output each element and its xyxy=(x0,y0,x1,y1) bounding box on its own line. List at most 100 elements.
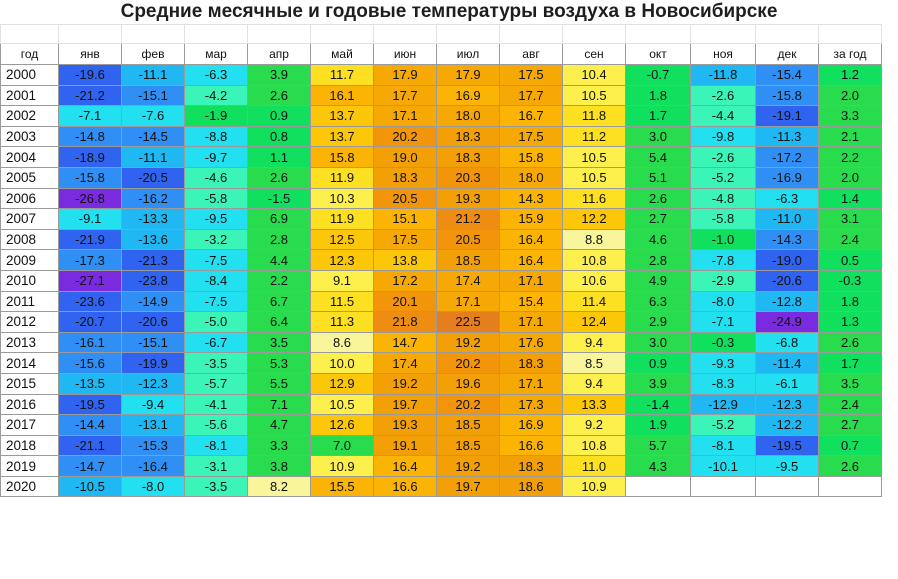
temperature-cell[interactable]: 5.3 xyxy=(247,352,311,374)
temperature-cell[interactable]: 6.3 xyxy=(625,290,691,313)
temperature-cell[interactable]: -6.3 xyxy=(755,187,819,210)
temperature-cell[interactable]: 2.6 xyxy=(818,331,882,354)
temperature-cell[interactable]: 17.9 xyxy=(436,64,500,86)
temperature-cell[interactable]: -8.8 xyxy=(184,125,248,148)
temperature-cell[interactable]: 13.3 xyxy=(562,393,626,416)
temperature-cell[interactable]: -14.3 xyxy=(755,228,819,251)
temperature-cell[interactable]: 18.6 xyxy=(499,475,563,498)
temperature-cell[interactable]: 14.3 xyxy=(499,187,563,210)
temperature-cell[interactable]: 18.0 xyxy=(436,105,500,127)
year-cell[interactable]: 2004 xyxy=(0,146,59,168)
temperature-cell[interactable]: -1.5 xyxy=(247,187,311,210)
temperature-cell[interactable]: 2.2 xyxy=(818,146,882,168)
temperature-cell[interactable]: 3.9 xyxy=(625,372,691,395)
temperature-cell[interactable]: 12.9 xyxy=(310,372,374,395)
column-header[interactable]: фев xyxy=(121,43,185,65)
temperature-cell[interactable]: 8.8 xyxy=(562,228,626,251)
year-cell[interactable]: 2018 xyxy=(0,434,59,457)
temperature-cell[interactable]: -8.0 xyxy=(690,290,756,313)
temperature-cell[interactable]: 20.2 xyxy=(373,125,437,148)
temperature-cell[interactable]: -19.9 xyxy=(121,352,185,374)
temperature-cell[interactable]: 2.4 xyxy=(818,228,882,251)
temperature-cell[interactable]: 17.1 xyxy=(436,290,500,313)
temperature-cell[interactable]: 2.7 xyxy=(625,208,691,230)
temperature-cell[interactable]: 9.4 xyxy=(562,331,626,354)
year-cell[interactable]: 2017 xyxy=(0,414,59,436)
temperature-cell[interactable]: 3.0 xyxy=(625,125,691,148)
year-cell[interactable]: 2002 xyxy=(0,105,59,127)
temperature-cell[interactable]: -0.3 xyxy=(690,331,756,354)
year-cell[interactable]: 2007 xyxy=(0,208,59,230)
temperature-cell[interactable]: -5.8 xyxy=(690,208,756,230)
temperature-cell[interactable]: 20.5 xyxy=(373,187,437,210)
temperature-cell[interactable]: -15.1 xyxy=(121,84,185,107)
temperature-cell[interactable]: 2.1 xyxy=(818,125,882,148)
temperature-cell[interactable]: 11.7 xyxy=(310,64,374,86)
year-cell[interactable]: 2012 xyxy=(0,311,59,333)
temperature-cell[interactable]: -5.2 xyxy=(690,414,756,436)
temperature-cell[interactable]: -7.8 xyxy=(690,249,756,271)
temperature-cell[interactable]: 18.3 xyxy=(499,455,563,477)
temperature-cell[interactable]: -14.4 xyxy=(58,414,122,436)
year-cell[interactable]: 2019 xyxy=(0,455,59,477)
temperature-cell[interactable]: -3.2 xyxy=(184,228,248,251)
temperature-cell[interactable]: 2.8 xyxy=(247,228,311,251)
temperature-cell[interactable]: 16.6 xyxy=(499,434,563,457)
temperature-cell[interactable]: 17.1 xyxy=(373,105,437,127)
empty-cell[interactable] xyxy=(818,24,882,44)
temperature-cell[interactable]: -12.3 xyxy=(755,393,819,416)
temperature-cell[interactable]: 17.3 xyxy=(499,393,563,416)
temperature-cell[interactable]: 9.1 xyxy=(310,269,374,292)
temperature-cell[interactable]: 3.5 xyxy=(818,372,882,395)
empty-cell[interactable] xyxy=(690,475,756,498)
temperature-cell[interactable]: 10.3 xyxy=(310,187,374,210)
temperature-cell[interactable]: 16.4 xyxy=(499,228,563,251)
temperature-cell[interactable]: 12.2 xyxy=(562,208,626,230)
temperature-cell[interactable]: -13.1 xyxy=(121,414,185,436)
temperature-cell[interactable]: -9.1 xyxy=(58,208,122,230)
temperature-cell[interactable]: -14.5 xyxy=(121,125,185,148)
year-cell[interactable]: 2016 xyxy=(0,393,59,416)
temperature-cell[interactable]: 3.0 xyxy=(625,331,691,354)
temperature-cell[interactable]: 16.9 xyxy=(436,84,500,107)
temperature-cell[interactable]: 15.9 xyxy=(499,208,563,230)
empty-cell[interactable] xyxy=(0,24,59,44)
temperature-cell[interactable]: -8.1 xyxy=(690,434,756,457)
year-cell[interactable]: 2013 xyxy=(0,331,59,354)
temperature-cell[interactable]: -2.9 xyxy=(690,269,756,292)
temperature-cell[interactable]: 0.9 xyxy=(625,352,691,374)
temperature-cell[interactable]: -11.1 xyxy=(121,64,185,86)
temperature-cell[interactable]: -4.8 xyxy=(690,187,756,210)
temperature-cell[interactable]: 10.5 xyxy=(562,166,626,189)
column-header[interactable]: за год xyxy=(818,43,882,65)
temperature-cell[interactable]: -15.8 xyxy=(58,166,122,189)
temperature-cell[interactable]: -15.8 xyxy=(755,84,819,107)
temperature-cell[interactable]: 17.5 xyxy=(499,64,563,86)
temperature-cell[interactable]: -8.3 xyxy=(690,372,756,395)
temperature-cell[interactable]: -19.5 xyxy=(58,393,122,416)
empty-cell[interactable] xyxy=(121,24,185,44)
temperature-cell[interactable]: -23.8 xyxy=(121,269,185,292)
temperature-cell[interactable]: 11.2 xyxy=(562,125,626,148)
temperature-cell[interactable]: 7.1 xyxy=(247,393,311,416)
temperature-cell[interactable]: -9.4 xyxy=(121,393,185,416)
temperature-cell[interactable]: 10.5 xyxy=(562,84,626,107)
temperature-cell[interactable]: -4.6 xyxy=(184,166,248,189)
temperature-cell[interactable]: -15.3 xyxy=(121,434,185,457)
temperature-cell[interactable]: 12.4 xyxy=(562,311,626,333)
column-header[interactable]: год xyxy=(0,43,59,65)
temperature-cell[interactable]: -20.6 xyxy=(121,311,185,333)
temperature-cell[interactable]: -16.9 xyxy=(755,166,819,189)
temperature-cell[interactable]: 22.5 xyxy=(436,311,500,333)
temperature-cell[interactable]: -19.5 xyxy=(755,434,819,457)
temperature-cell[interactable]: 19.0 xyxy=(373,146,437,168)
temperature-cell[interactable]: 10.0 xyxy=(310,352,374,374)
temperature-cell[interactable]: 3.3 xyxy=(818,105,882,127)
temperature-cell[interactable]: 7.0 xyxy=(310,434,374,457)
temperature-cell[interactable]: -15.1 xyxy=(121,331,185,354)
temperature-cell[interactable]: 3.5 xyxy=(247,331,311,354)
temperature-cell[interactable]: 17.4 xyxy=(373,352,437,374)
temperature-cell[interactable]: 8.2 xyxy=(247,475,311,498)
temperature-cell[interactable]: -19.6 xyxy=(58,64,122,86)
temperature-cell[interactable]: -7.5 xyxy=(184,290,248,313)
